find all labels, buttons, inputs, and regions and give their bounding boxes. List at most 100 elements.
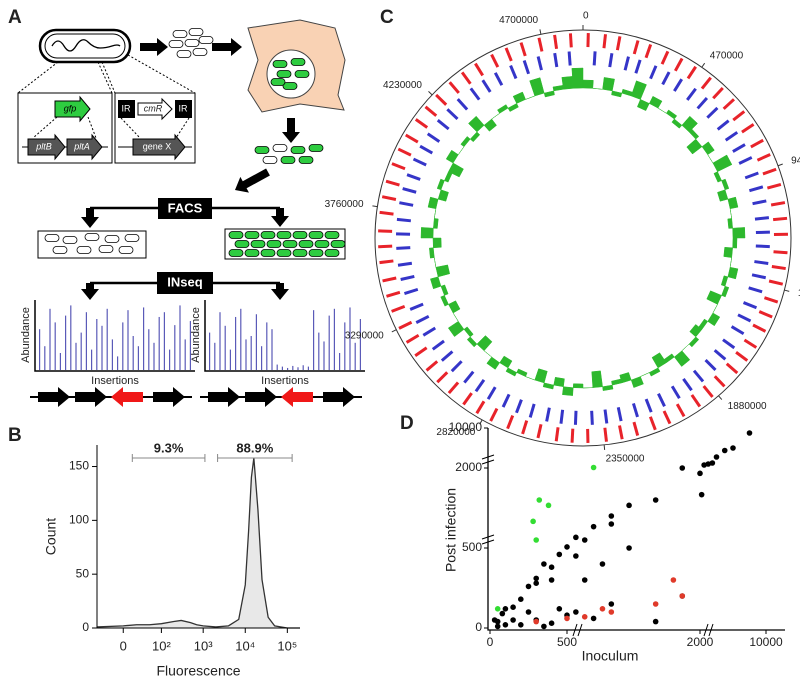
gene-tick (713, 375, 726, 388)
cell (282, 240, 298, 248)
gene-tick (406, 173, 421, 181)
point (525, 609, 532, 615)
cell (260, 231, 276, 239)
gene-tick (724, 131, 739, 142)
y-tick-label: 0 (82, 620, 89, 634)
gc-bar (486, 356, 501, 370)
cell (292, 249, 308, 257)
tick-label: 2820000 (436, 427, 475, 438)
curve-fill (97, 457, 300, 628)
gc-bar (637, 99, 650, 111)
gene-label: pltA (73, 141, 90, 151)
gc-bar (525, 95, 535, 100)
gene-tick (682, 378, 693, 392)
gc-bar (732, 237, 738, 249)
gene-tick (673, 78, 684, 92)
gene-tick (755, 244, 770, 249)
gene-tick (770, 201, 786, 207)
gc-bar (433, 218, 439, 229)
y-axis-label: Count (43, 518, 59, 555)
gc-bar (665, 109, 678, 120)
flow-arrow (81, 208, 99, 228)
gene-tick (400, 274, 415, 281)
flow-arrow (212, 38, 242, 56)
gene-tick (732, 110, 746, 122)
point (746, 430, 753, 436)
flow-arrow (140, 38, 168, 56)
cell (124, 234, 140, 242)
gc-bar (681, 115, 698, 133)
gene-tick (493, 72, 504, 86)
flow-arrow (271, 283, 289, 300)
gene-tick (402, 187, 417, 194)
gene-tick (752, 199, 767, 206)
cell (118, 246, 134, 254)
gene-tick (397, 261, 413, 267)
gc-bar (723, 247, 733, 258)
gene-label: gfp (64, 103, 77, 113)
gene-tick (768, 279, 784, 286)
gene-tick (553, 52, 559, 68)
gc-bar (713, 171, 722, 183)
gene-tick (722, 338, 736, 350)
tick (372, 205, 378, 208)
gene-tick (756, 153, 771, 162)
point (573, 553, 579, 559)
ir-label: IR (122, 103, 132, 113)
cell (324, 231, 340, 239)
gene-tick (722, 98, 735, 110)
bacterium-inner (44, 33, 126, 59)
point (525, 583, 532, 590)
gc-bar (460, 136, 471, 148)
gene-tick (501, 393, 511, 408)
cell (272, 60, 288, 68)
gene-tick (553, 34, 559, 50)
gene-tick (615, 36, 622, 51)
gc-bar (671, 118, 683, 129)
gc-bar (491, 113, 500, 120)
point (670, 577, 677, 583)
gc-bar (562, 386, 574, 396)
gc-bar (429, 247, 435, 259)
gene-tick (536, 56, 543, 71)
gc-bar (468, 115, 485, 133)
gc-bar (712, 304, 718, 314)
panel-label: D (400, 413, 414, 434)
gene-tick (440, 350, 454, 362)
y-tick-label: 500 (462, 540, 482, 554)
cell (276, 231, 292, 239)
gc-bar (732, 227, 746, 239)
gc-bar (729, 257, 732, 268)
y-tick-label: 2000 (455, 460, 482, 474)
gc-bar (466, 336, 478, 348)
gc-bar (689, 324, 703, 338)
point (545, 502, 552, 509)
point (730, 445, 736, 451)
tick (784, 289, 790, 292)
gene-tick (474, 62, 484, 77)
flow-arrow (235, 168, 270, 193)
gc-bar (483, 350, 492, 358)
y-tick-label: 0 (475, 620, 482, 634)
gene-tick (660, 50, 670, 65)
gc-bar (444, 171, 453, 183)
tick-label: 1880000 (728, 401, 767, 412)
gene-tick (419, 144, 434, 155)
gene-tick (463, 370, 475, 384)
gene-tick (738, 156, 753, 165)
cell (294, 70, 310, 78)
point (533, 618, 539, 625)
cell (292, 231, 308, 239)
point (608, 601, 615, 607)
gene-tick (385, 179, 400, 187)
point (536, 497, 543, 503)
point (573, 534, 579, 541)
gene-tick (608, 53, 614, 68)
gene-tick (536, 424, 543, 439)
point (533, 575, 539, 582)
gc-bar (686, 138, 703, 155)
tick-label: 1410000 (798, 288, 800, 299)
cell (272, 144, 288, 152)
gene-tick (381, 195, 397, 201)
gene-tick (602, 34, 607, 49)
